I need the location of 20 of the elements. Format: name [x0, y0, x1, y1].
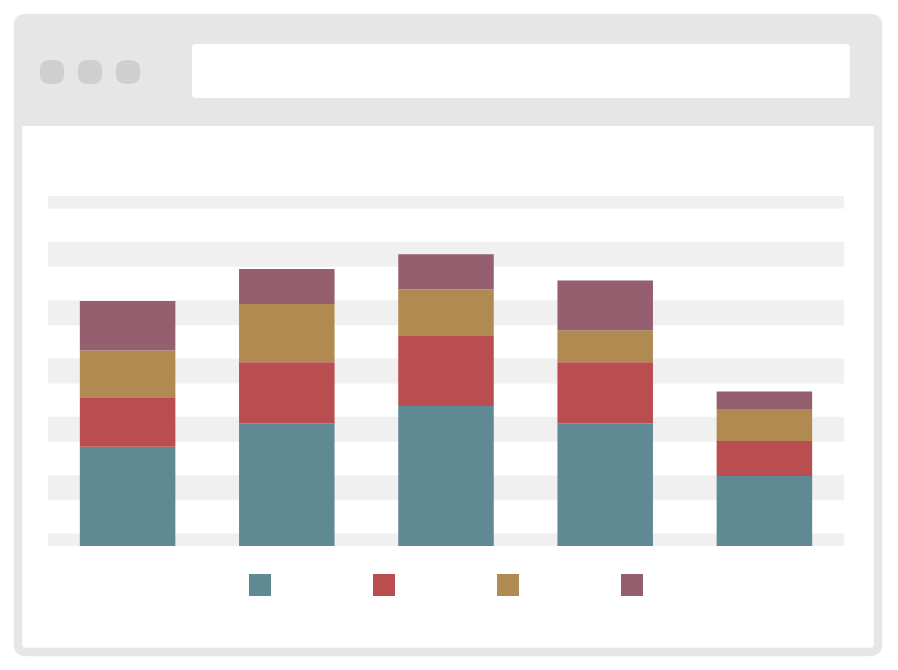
bar	[398, 336, 494, 406]
bar	[716, 441, 813, 476]
bar	[716, 391, 813, 409]
bar	[79, 350, 176, 398]
bar	[398, 254, 494, 290]
bar	[557, 330, 653, 363]
bar	[716, 476, 813, 546]
bar	[398, 289, 494, 336]
bar	[239, 268, 335, 304]
bar	[79, 446, 176, 546]
bar	[557, 280, 653, 331]
bar	[557, 423, 653, 546]
bar	[716, 408, 813, 441]
bar	[79, 301, 176, 351]
bar	[239, 423, 335, 546]
bar	[398, 406, 494, 546]
bar	[79, 397, 176, 447]
bar	[239, 362, 335, 424]
bar	[239, 303, 335, 363]
bar	[557, 362, 653, 424]
